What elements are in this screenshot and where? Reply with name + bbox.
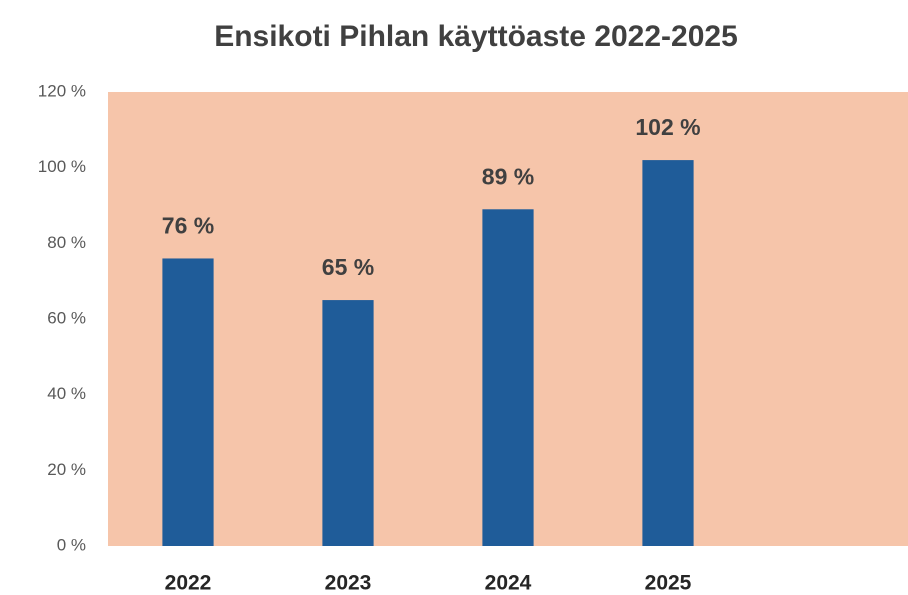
bar	[482, 209, 534, 547]
value-label: 76 %	[162, 213, 214, 239]
bar	[162, 258, 214, 546]
chart-title: Ensikoti Pihlan käyttöaste 2022-2025	[214, 20, 738, 53]
x-tick-label: 2022	[165, 572, 212, 595]
y-tick-label: 20 %	[47, 460, 86, 479]
bar	[322, 300, 374, 546]
y-tick-label: 100 %	[38, 157, 86, 176]
value-label: 65 %	[322, 254, 374, 280]
y-tick-label: 120 %	[38, 81, 86, 100]
y-tick-label: 60 %	[47, 308, 86, 327]
bar	[642, 160, 694, 546]
y-tick-label: 40 %	[47, 384, 86, 403]
x-tick-label: 2025	[645, 572, 692, 595]
value-label: 89 %	[482, 163, 534, 189]
value-label: 102 %	[635, 114, 700, 140]
x-tick-label: 2024	[485, 572, 532, 595]
y-tick-label: 0 %	[57, 535, 86, 554]
y-tick-label: 80 %	[47, 233, 86, 252]
x-tick-label: 2023	[325, 572, 372, 595]
